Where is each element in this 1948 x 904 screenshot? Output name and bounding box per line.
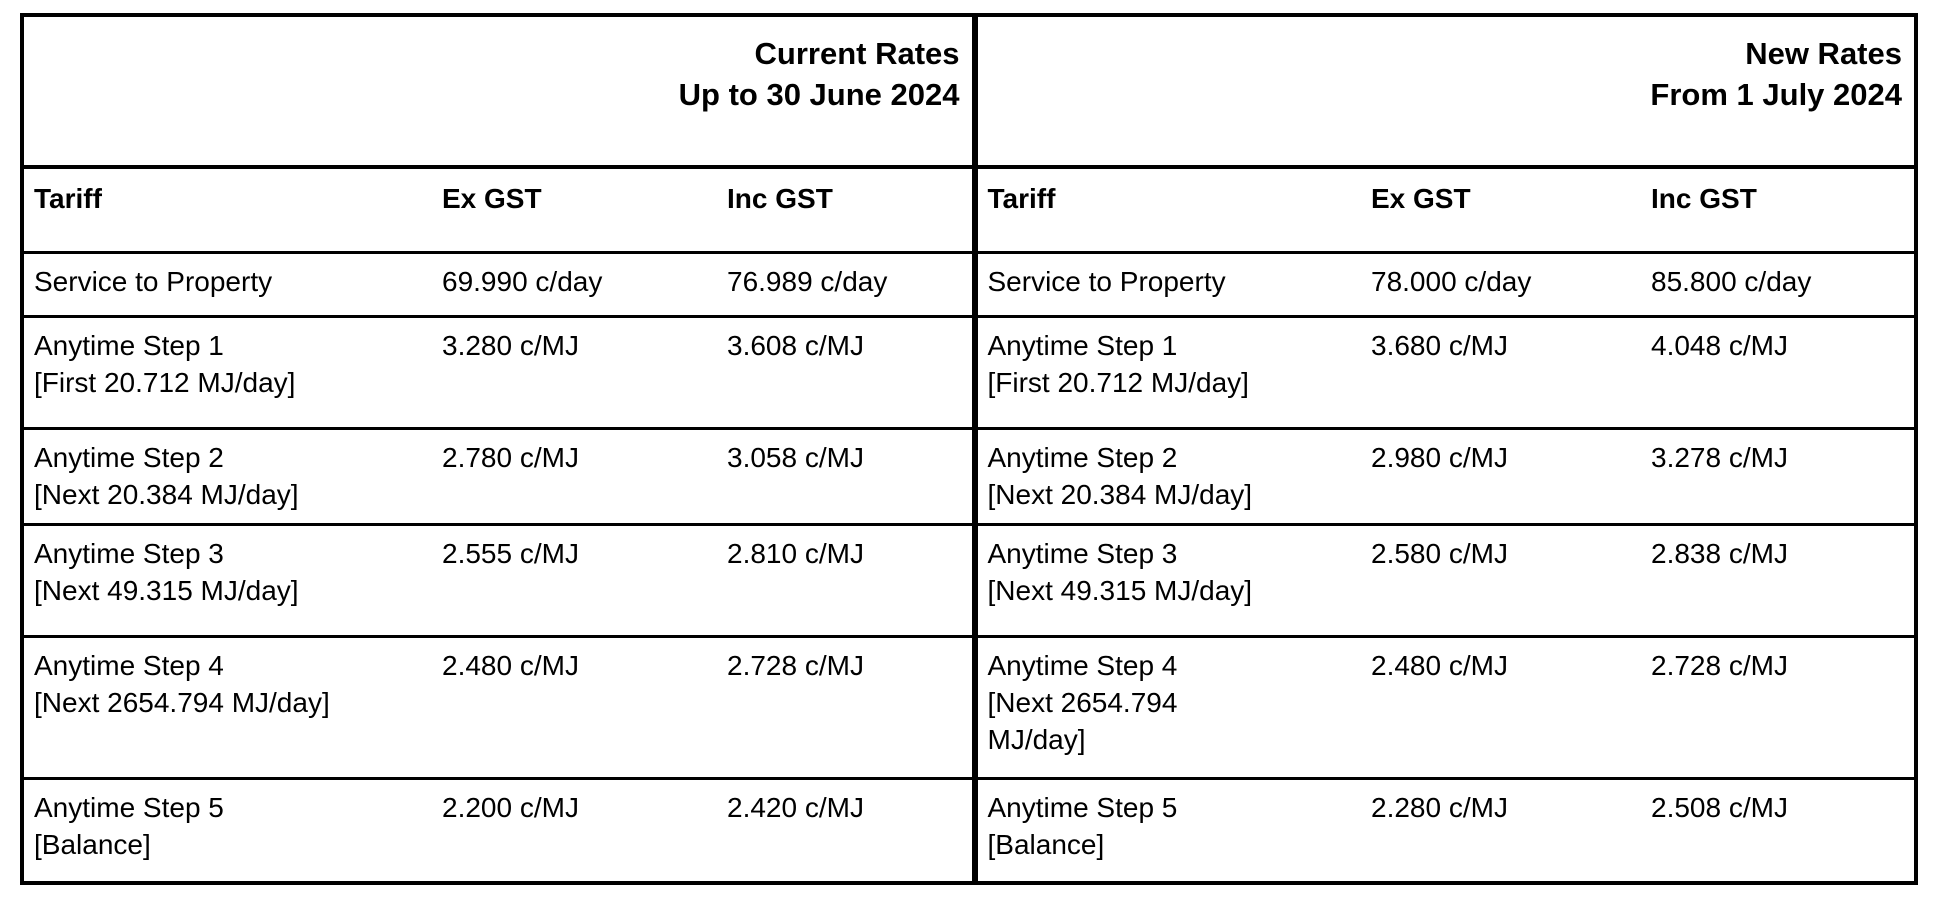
tariff-line: [Next 49.315 MJ/day]	[987, 574, 1253, 606]
ex-gst-value: 2.280 c/MJ	[1371, 792, 1508, 823]
new-rates-title-cell: New Rates From 1 July 2024	[976, 15, 1916, 169]
tariff-cell: Anytime Step 1 [First 20.712 MJ/day]	[22, 316, 432, 430]
inc-gst-value: 2.508 c/MJ	[1651, 792, 1788, 823]
tariff-line: [Balance]	[987, 828, 1105, 860]
tariff-line: Anytime Step 1	[987, 330, 1178, 361]
ex-gst-value: 2.780 c/MJ	[432, 428, 717, 526]
column-header-inc-gst: Inc GST	[717, 167, 973, 254]
inc-gst-value: 3.608 c/MJ	[717, 316, 973, 430]
ex-gst-value: 2.480 c/MJ	[1361, 636, 1641, 780]
table-row: Anytime Step 5 [Balance] 2.200 c/MJ 2.420 c…	[22, 779, 973, 883]
table-row: Anytime Step 5 [Balance] 2.280 c/MJ 2.508 c…	[976, 779, 1916, 883]
current-rates-title-cell: Current Rates Up to 30 June 2024	[22, 15, 973, 169]
inc-gst-value: 85.800 c/day	[1641, 252, 1916, 318]
tariff-cell: Service to Property	[976, 252, 1361, 318]
tariff-line: Anytime Step 3	[34, 538, 224, 569]
ex-gst-value: 69.990 c/day	[432, 252, 717, 318]
table-row: Service to Property 78.000 c/day 85.800 c/…	[976, 252, 1916, 318]
column-header-tariff: Tariff	[976, 167, 1361, 254]
tariff-cell: Anytime Step 2 [Next 20.384 MJ/day]	[22, 428, 432, 526]
tariff-line: MJ/day]	[987, 723, 1086, 755]
table-row: Anytime Step 4 [Next 2654.794 MJ/day] 2.48…	[22, 636, 973, 780]
ex-gst-value: 3.680 c/MJ	[1361, 316, 1641, 430]
ex-gst-value: 2.480 c/MJ	[432, 636, 717, 780]
ex-gst-value: 2.555 c/MJ	[432, 524, 717, 638]
current-rates-title-row: Current Rates Up to 30 June 2024	[22, 15, 973, 169]
tariff-cell: Anytime Step 3 [Next 49.315 MJ/day]	[976, 524, 1361, 638]
inc-gst-value: 2.728 c/MJ	[717, 636, 973, 780]
rates-tables-container: Current Rates Up to 30 June 2024 Tariff …	[20, 13, 1918, 885]
tariff-line: [First 20.712 MJ/day]	[34, 366, 296, 398]
new-rates-title-line1: New Rates	[1745, 36, 1902, 71]
inc-gst-value: 2.728 c/MJ	[1641, 636, 1916, 780]
table-row: Anytime Step 1 [First 20.712 MJ/day] 3.280…	[22, 316, 973, 430]
table-row: Anytime Step 1 [First 20.712 MJ/day] 3.680…	[976, 316, 1916, 430]
inc-gst-value: 3.278 c/MJ	[1641, 428, 1916, 526]
tariff-cell: Anytime Step 4 [Next 2654.794 MJ/day]	[22, 636, 432, 780]
tariff-cell: Anytime Step 5 [Balance]	[976, 779, 1361, 883]
current-rates-body: Service to Property 69.990 c/day 76.989 c/…	[22, 252, 973, 883]
ex-gst-value: 2.200 c/MJ	[442, 792, 579, 823]
new-rates-header-row: Tariff Ex GST Inc GST	[976, 167, 1916, 254]
tariff-line: [Next 2654.794	[987, 686, 1178, 718]
tariff-line: Anytime Step 4	[987, 650, 1178, 681]
tariff-line: [Next 2654.794 MJ/day]	[34, 686, 330, 718]
column-header-tariff: Tariff	[22, 167, 432, 254]
inc-gst-value: 2.420 c/MJ	[727, 792, 864, 823]
tariff-cell: Anytime Step 1 [First 20.712 MJ/day]	[976, 316, 1361, 430]
table-row: Anytime Step 2 [Next 20.384 MJ/day] 2.780 …	[22, 428, 973, 526]
current-rates-header-row: Tariff Ex GST Inc GST	[22, 167, 973, 254]
tariff-line: Service to Property	[987, 266, 1226, 297]
column-header-ex-gst: Ex GST	[432, 167, 717, 254]
table-row: Anytime Step 2 [Next 20.384 MJ/day] 2.980 …	[976, 428, 1916, 526]
ex-gst-value: 78.000 c/day	[1361, 252, 1641, 318]
inc-gst-value: 3.058 c/MJ	[717, 428, 973, 526]
tariff-line: Anytime Step 1	[34, 330, 224, 361]
tariff-line: [Next 20.384 MJ/day]	[987, 478, 1253, 510]
new-rates-table: New Rates From 1 July 2024 Tariff Ex GST…	[974, 13, 1918, 885]
new-rates-title-line2: From 1 July 2024	[1650, 77, 1902, 113]
new-rates-title-row: New Rates From 1 July 2024	[976, 15, 1916, 169]
tariff-cell: Anytime Step 5 [Balance]	[22, 779, 432, 883]
tariff-line: Anytime Step 2	[987, 442, 1178, 473]
tariff-line: [Next 49.315 MJ/day]	[34, 574, 299, 606]
current-rates-title-line1: Current Rates	[754, 36, 960, 71]
tariff-line: Service to Property	[34, 266, 273, 297]
ex-gst-value: 2.580 c/MJ	[1361, 524, 1641, 638]
current-rates-table: Current Rates Up to 30 June 2024 Tariff …	[20, 13, 975, 885]
tariff-line: [Balance]	[34, 828, 151, 860]
inc-gst-value: 2.810 c/MJ	[717, 524, 973, 638]
tariff-cell: Service to Property	[22, 252, 432, 318]
table-row: Anytime Step 3 [Next 49.315 MJ/day] 2.580 …	[976, 524, 1916, 638]
tariff-line: Anytime Step 3	[987, 538, 1178, 569]
tariff-line: [Next 20.384 MJ/day]	[34, 478, 299, 510]
column-header-ex-gst: Ex GST	[1361, 167, 1641, 254]
tariff-line: Anytime Step 5	[34, 792, 224, 823]
tariff-line: Anytime Step 5	[987, 792, 1178, 823]
table-row: Service to Property 69.990 c/day 76.989 c/…	[22, 252, 973, 318]
column-header-inc-gst: Inc GST	[1641, 167, 1916, 254]
inc-gst-value: 2.838 c/MJ	[1641, 524, 1916, 638]
inc-gst-value: 76.989 c/day	[717, 252, 973, 318]
current-rates-title-line2: Up to 30 June 2024	[678, 77, 960, 113]
tariff-line: [First 20.712 MJ/day]	[987, 366, 1249, 398]
tariff-line: Anytime Step 4	[34, 650, 224, 681]
table-row: Anytime Step 3 [Next 49.315 MJ/day] 2.555 …	[22, 524, 973, 638]
tariff-cell: Anytime Step 3 [Next 49.315 MJ/day]	[22, 524, 432, 638]
tariff-line: Anytime Step 2	[34, 442, 224, 473]
ex-gst-value: 3.280 c/MJ	[432, 316, 717, 430]
ex-gst-value: 2.980 c/MJ	[1361, 428, 1641, 526]
inc-gst-value: 4.048 c/MJ	[1641, 316, 1916, 430]
table-row: Anytime Step 4 [Next 2654.794 MJ/day] 2.480…	[976, 636, 1916, 780]
tariff-cell: Anytime Step 2 [Next 20.384 MJ/day]	[976, 428, 1361, 526]
tariff-cell: Anytime Step 4 [Next 2654.794 MJ/day]	[976, 636, 1361, 780]
new-rates-body: Service to Property 78.000 c/day 85.800 c/…	[976, 252, 1916, 883]
